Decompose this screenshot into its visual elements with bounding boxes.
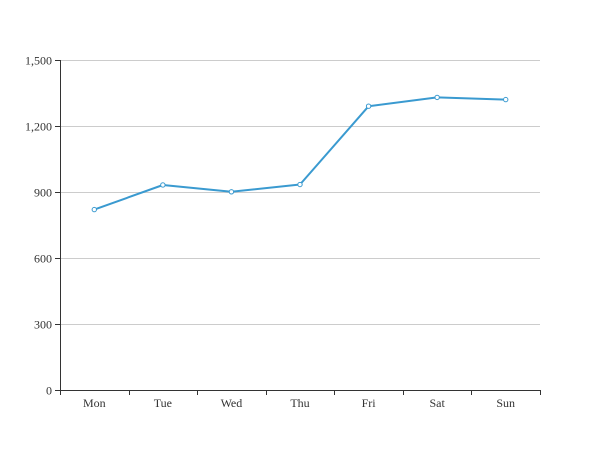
y-tick-label: 1,200 (25, 120, 52, 134)
x-tick-label: Wed (221, 396, 243, 410)
x-tick-label: Tue (154, 396, 172, 410)
y-tick-label: 600 (34, 252, 52, 266)
data-point[interactable] (503, 96, 509, 103)
x-tick-label: Sun (496, 396, 515, 410)
y-tick-label: 900 (34, 186, 52, 200)
data-point[interactable] (365, 103, 372, 109)
y-tick-label: 1,500 (25, 54, 52, 68)
axes (60, 60, 540, 391)
x-tick-label: Sat (429, 396, 445, 410)
data-point[interactable] (297, 181, 303, 188)
data-point[interactable] (434, 94, 440, 101)
y-axis-ticks: 0 300 600 900 1,200 1,500 (25, 54, 60, 398)
data-point[interactable] (91, 206, 97, 213)
grid-lines (60, 60, 540, 325)
y-tick-label: 300 (34, 318, 52, 332)
x-tick-label: Fri (362, 396, 377, 410)
x-tick-label: Mon (83, 396, 106, 410)
x-axis-ticks: Mon Tue Wed Thu Fri Sat Sun (60, 390, 541, 410)
x-tick-label: Thu (290, 396, 309, 410)
data-point[interactable] (228, 189, 235, 195)
data-point[interactable] (160, 182, 166, 188)
series-layer (91, 94, 509, 213)
y-tick-label: 0 (46, 384, 52, 398)
